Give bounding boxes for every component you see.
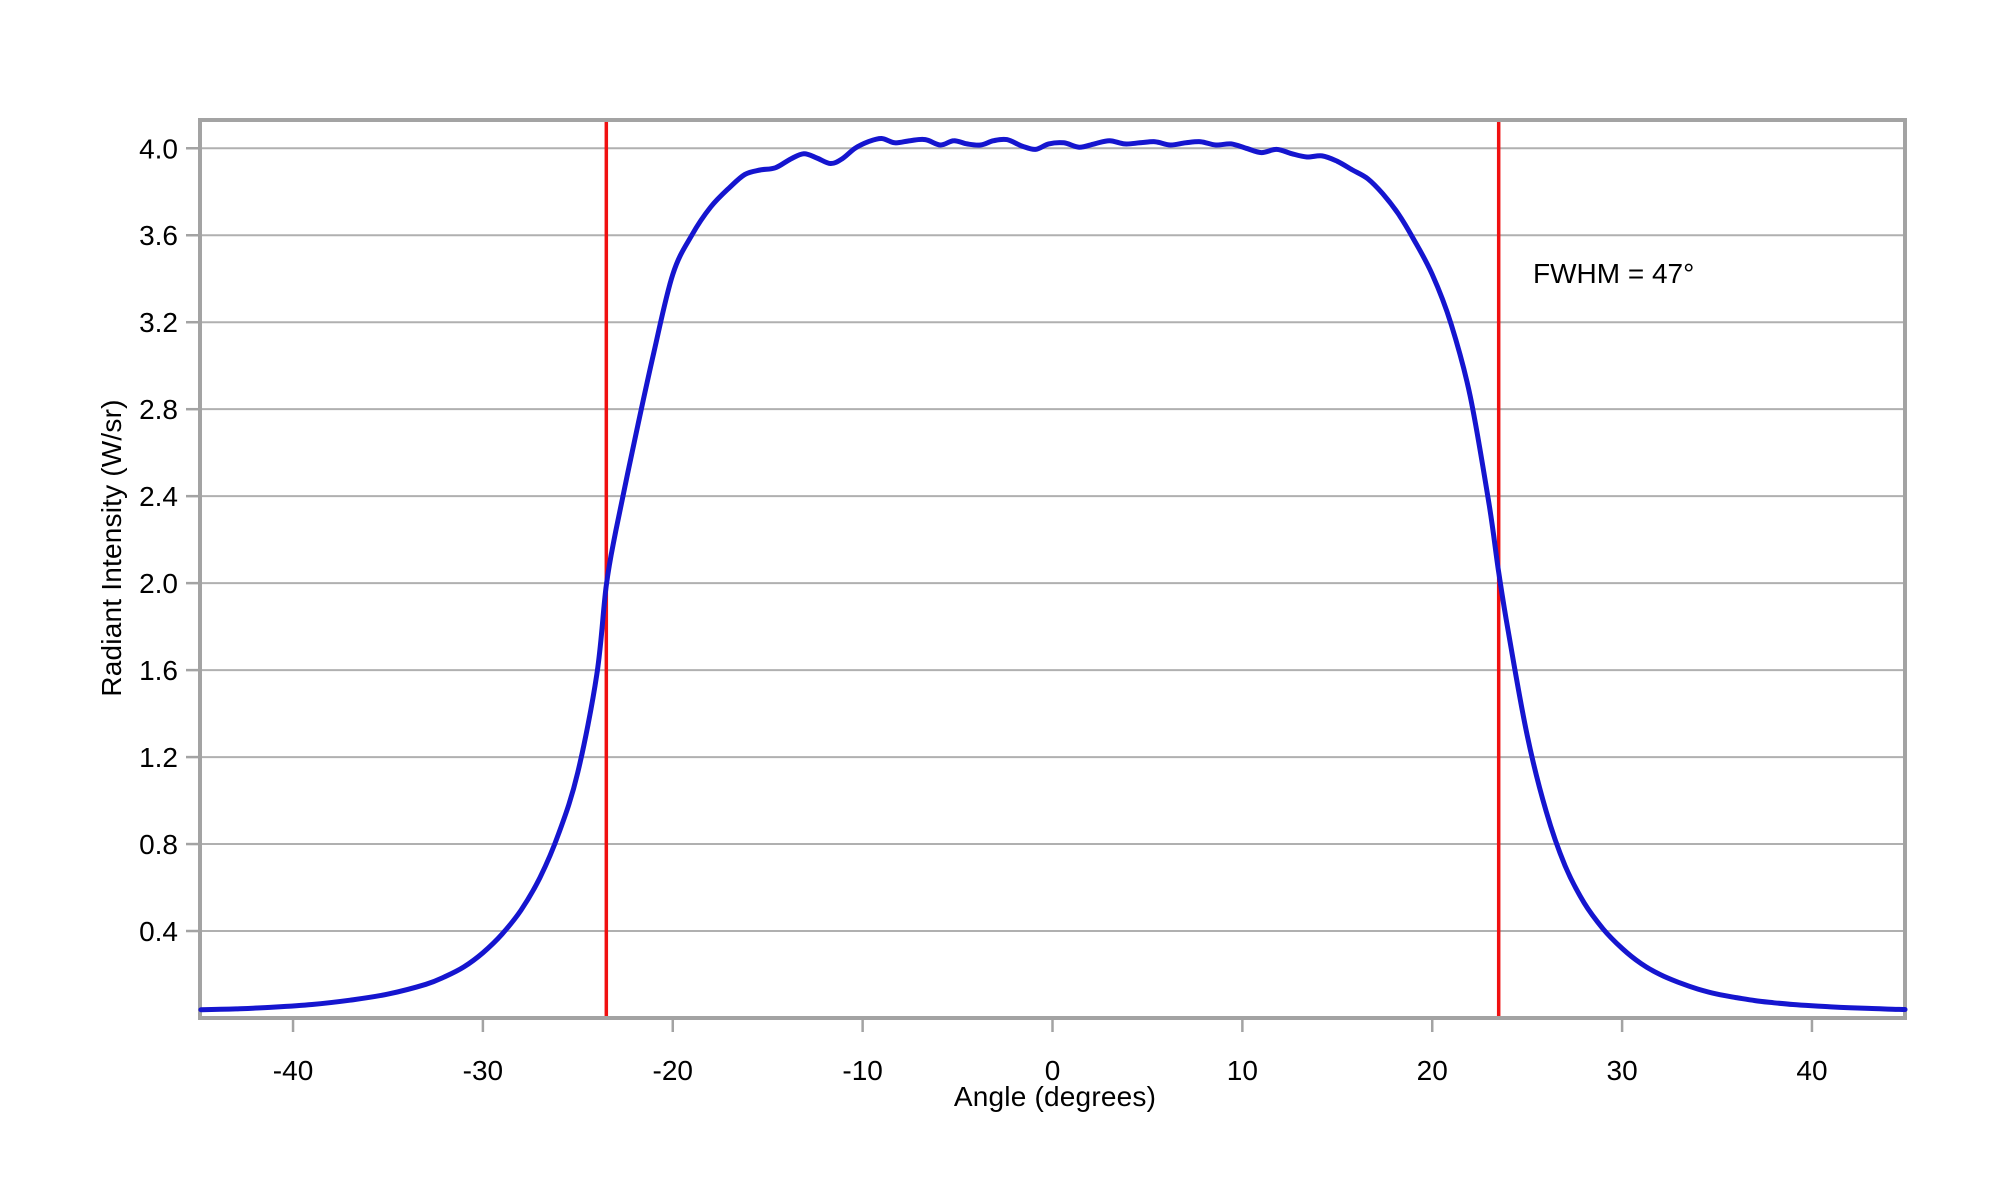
y-tick-label: 2.8	[139, 394, 178, 425]
y-tick-label: 2.0	[139, 568, 178, 599]
x-tick-label: -40	[273, 1055, 313, 1086]
y-tick-label: 1.2	[139, 742, 178, 773]
radiant-intensity-curve	[198, 135, 1908, 1013]
x-tick-label: 40	[1796, 1055, 1827, 1086]
y-axis-title: Radiant Intensity (W/sr)	[96, 399, 127, 697]
x-tick-label: 20	[1417, 1055, 1448, 1086]
fwhm-annotation: FWHM = 47°	[1533, 258, 1695, 289]
x-axis-title: Angle (degrees)	[953, 1081, 1157, 1112]
x-tick-label: -30	[463, 1055, 503, 1086]
x-tick-label: -20	[653, 1055, 693, 1086]
x-tick-label: 30	[1607, 1055, 1638, 1086]
y-tick-label: 3.6	[139, 220, 178, 251]
y-tick-label: 1.6	[139, 655, 178, 686]
y-tick-label: 0.4	[139, 916, 178, 947]
y-tick-label: 3.2	[139, 307, 178, 338]
x-tick-label: -10	[842, 1055, 882, 1086]
x-tick-label: 0	[1045, 1055, 1061, 1086]
plot-frame	[198, 118, 1907, 1020]
y-tick-label: 2.4	[139, 481, 178, 512]
x-tick-label: 10	[1227, 1055, 1258, 1086]
y-tick-label: 4.0	[139, 133, 178, 164]
y-tick-label: 0.8	[139, 829, 178, 860]
